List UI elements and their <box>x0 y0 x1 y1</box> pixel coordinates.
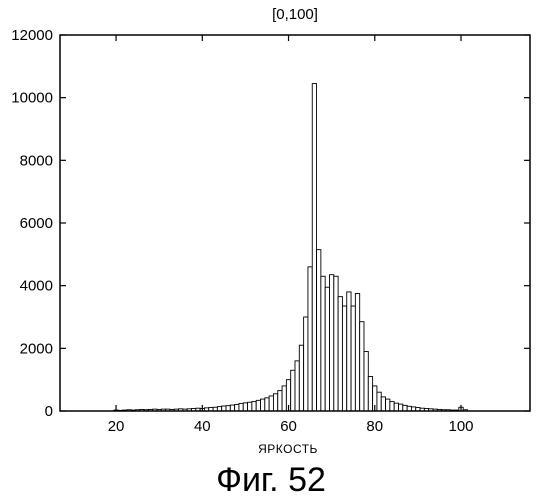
x-tick-label: 80 <box>366 418 383 435</box>
histogram-bar <box>364 351 368 411</box>
histogram-bar <box>265 398 269 411</box>
histogram-bar <box>273 394 277 411</box>
histogram-bar <box>278 391 282 411</box>
y-tick-label: 2000 <box>20 340 53 357</box>
histogram-bar <box>243 403 247 411</box>
chart-title: [0,100] <box>272 6 318 23</box>
histogram-bar <box>222 406 226 411</box>
histogram-bar <box>321 276 325 411</box>
histogram-bar <box>261 399 265 411</box>
histogram-bar <box>312 84 316 411</box>
histogram-bar <box>252 402 256 411</box>
histogram-bar <box>256 400 260 411</box>
y-tick-label: 4000 <box>20 278 53 295</box>
histogram-bar <box>334 276 338 411</box>
y-tick-label: 10000 <box>11 90 53 107</box>
histogram-bar <box>239 403 243 411</box>
histogram-bar <box>304 317 308 411</box>
histogram-bar <box>390 402 394 411</box>
x-tick-label: 20 <box>108 418 125 435</box>
histogram-bar <box>394 403 398 411</box>
histogram-bar <box>325 287 329 411</box>
y-tick-label: 8000 <box>20 152 53 169</box>
y-axis: 0 2000 4000 6000 8000 10000 12000 <box>11 27 530 420</box>
histogram-bar <box>338 297 342 411</box>
histogram-bar <box>347 292 351 411</box>
x-axis-label: ЯРКОСТЬ <box>258 442 318 456</box>
histogram-bar <box>381 397 385 411</box>
histogram-bar <box>351 306 355 411</box>
histogram-bar <box>308 267 312 411</box>
histogram-bar <box>398 404 402 411</box>
histogram-bar <box>291 370 295 411</box>
histogram-bar <box>282 386 286 411</box>
histogram-bar <box>377 392 381 411</box>
histogram-bars <box>114 84 468 411</box>
histogram-bar <box>235 404 239 411</box>
figure-caption: Фиг. 52 <box>0 460 542 500</box>
histogram-bar <box>403 405 407 411</box>
histogram-bar <box>386 399 390 411</box>
x-tick-label: 60 <box>280 418 297 435</box>
y-tick-label: 0 <box>45 403 53 420</box>
histogram-bar <box>342 306 346 411</box>
x-tick-label: 40 <box>194 418 211 435</box>
histogram-bar <box>368 377 372 411</box>
histogram-bar <box>317 250 321 411</box>
histogram-bar <box>330 275 334 411</box>
histogram-chart: [0,100] 0 2000 4000 6000 8000 10000 12000 20 40… <box>0 0 542 460</box>
histogram-bar <box>230 405 234 411</box>
plot-frame <box>60 35 530 411</box>
histogram-bar <box>248 402 252 411</box>
histogram-bar <box>269 396 273 411</box>
histogram-bar <box>355 294 359 412</box>
histogram-bar <box>299 345 303 411</box>
histogram-bar <box>226 406 230 411</box>
histogram-bar <box>295 361 299 411</box>
x-tick-label: 100 <box>448 418 473 435</box>
y-tick-label: 12000 <box>11 27 53 44</box>
histogram-bar <box>360 322 364 411</box>
y-tick-label: 6000 <box>20 215 53 232</box>
